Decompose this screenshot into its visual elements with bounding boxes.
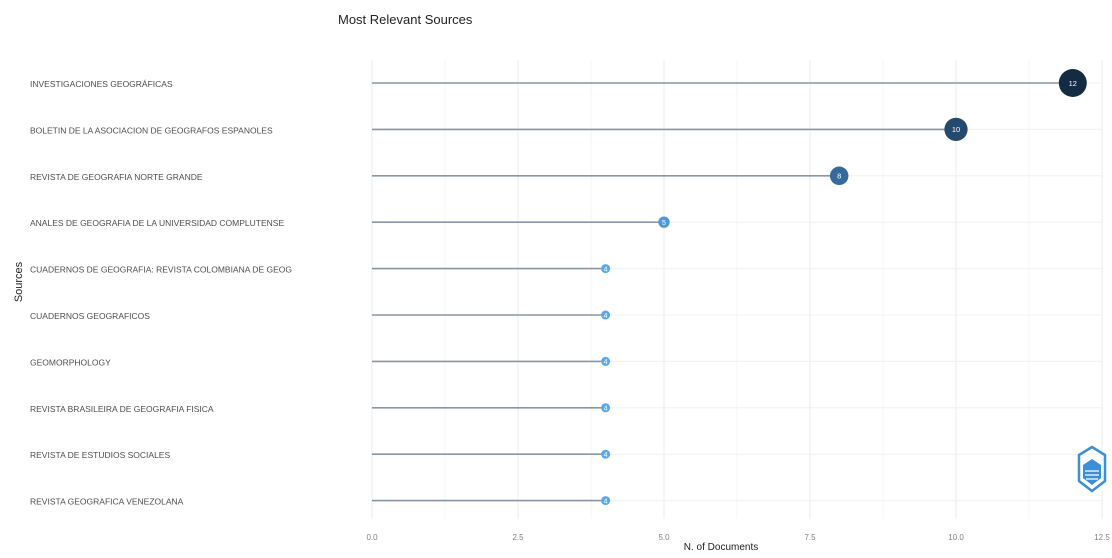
bibliometrix-logo-icon bbox=[1077, 445, 1107, 493]
lollipop-dot bbox=[601, 356, 611, 366]
y-tick-label: REVISTA DE ESTUDIOS SOCIALES bbox=[30, 450, 170, 460]
x-tick-label: 5.0 bbox=[658, 533, 670, 542]
data-label: 4 bbox=[604, 406, 608, 413]
y-tick-label: BOLETIN DE LA ASOCIACION DE GEOGRAFOS ES… bbox=[30, 125, 273, 135]
y-tick-label: REVISTA GEOGRAFICA VENEZOLANA bbox=[30, 497, 184, 507]
x-tick-label: 12.5 bbox=[1094, 533, 1110, 542]
y-tick-label: ANALES DE GEOGRAFIA DE LA UNIVERSIDAD CO… bbox=[30, 218, 284, 228]
data-label: 8 bbox=[837, 172, 841, 181]
y-tick-label: REVISTA DE GEOGRAFIA NORTE GRANDE bbox=[30, 172, 203, 182]
y-tick-label: CUADERNOS DE GEOGRAFIA: REVISTA COLOMBIA… bbox=[30, 265, 292, 275]
x-tick-label: 7.5 bbox=[804, 533, 816, 542]
lollipop-dot bbox=[829, 166, 849, 186]
data-label: 4 bbox=[604, 452, 608, 459]
lollipop-dot bbox=[601, 496, 611, 506]
y-tick-label: REVISTA BRASILEIRA DE GEOGRAFIA FISICA bbox=[30, 404, 214, 414]
data-label: 4 bbox=[604, 266, 608, 273]
y-tick-label: CUADERNOS GEOGRAFICOS bbox=[30, 311, 150, 321]
y-tick-label: GEOMORPHOLOGY bbox=[30, 357, 111, 367]
x-tick-label: 0.0 bbox=[366, 533, 378, 542]
data-label: 4 bbox=[604, 313, 608, 320]
x-tick-label: 2.5 bbox=[512, 533, 524, 542]
x-tick-label: 10.0 bbox=[948, 533, 964, 542]
chart-title: Most Relevant Sources bbox=[338, 12, 473, 27]
lollipop-dot bbox=[601, 403, 611, 413]
lollipop-dot bbox=[601, 449, 611, 459]
lollipop-dot bbox=[601, 264, 611, 274]
lollipop-dot bbox=[944, 117, 968, 142]
data-label: 10 bbox=[952, 125, 960, 134]
y-tick-label: INVESTIGACIONES GEOGRÁFICAS bbox=[30, 79, 173, 89]
lollipop-dot bbox=[1058, 69, 1087, 97]
data-label: 4 bbox=[604, 359, 608, 366]
data-label: 5 bbox=[662, 220, 666, 227]
x-axis-title: N. of Documents bbox=[683, 542, 759, 553]
data-label: 4 bbox=[604, 498, 608, 505]
lollipop-dot bbox=[658, 216, 670, 228]
data-label: 12 bbox=[1069, 79, 1077, 88]
lollipop-dot bbox=[601, 310, 611, 320]
